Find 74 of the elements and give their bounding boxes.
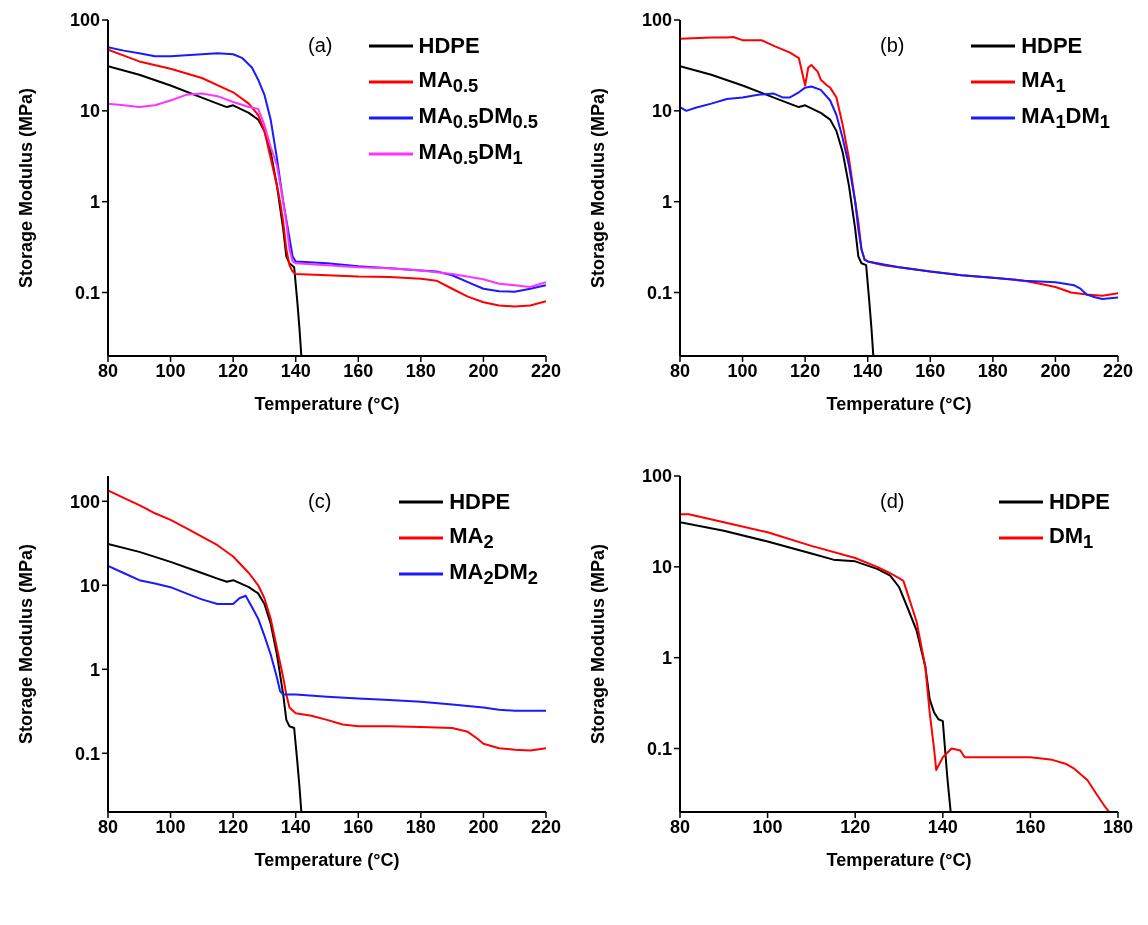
x-tick-label: 80: [669, 816, 691, 837]
x-tick-label: 120: [790, 360, 821, 381]
line-series: [680, 513, 1111, 812]
y-tick-label: 100: [641, 10, 672, 31]
x-tick-label: 100: [752, 816, 783, 837]
y-tick-label: 1: [661, 192, 672, 213]
x-axis-title: Temperature (°C): [254, 850, 400, 870]
x-tick-label: 160: [343, 816, 374, 837]
y-tick-label: 10: [651, 101, 672, 122]
y-axis-title: Storage Modulus (MPa): [16, 87, 37, 289]
x-tick-label: 120: [218, 360, 249, 381]
x-tick-label: 200: [1040, 360, 1071, 381]
y-tick-label: 1: [89, 659, 100, 680]
x-tick-label: 180: [405, 816, 436, 837]
legend-label: HDPE: [1048, 489, 1110, 515]
x-tick-label: 220: [1102, 360, 1134, 381]
x-tick-label: 180: [405, 360, 436, 381]
x-axis-title: Temperature (°C): [826, 850, 972, 870]
x-tick-label: 80: [669, 360, 691, 381]
x-tick-label: 160: [343, 360, 374, 381]
legend-label: MA$_{0.5}$: [418, 66, 479, 98]
legend-label: MA$_{1}$DM$_{1}$: [1021, 102, 1110, 134]
text: (c): [308, 490, 332, 513]
y-tick-label: 0.1: [74, 743, 100, 764]
text: (d): [880, 490, 905, 513]
x-tick-label: 140: [927, 816, 958, 837]
x-tick-label: 140: [852, 360, 883, 381]
x-tick-label: 200: [468, 360, 499, 381]
x-axis-title: Temperature (°C): [826, 394, 972, 414]
x-tick-label: 120: [840, 816, 871, 837]
x-tick-label: 100: [155, 360, 186, 381]
y-tick-label: 0.1: [646, 738, 672, 759]
x-tick-label: 220: [530, 816, 562, 837]
y-tick-label: 1: [89, 192, 100, 213]
line-series: [108, 564, 546, 712]
legend-label: MA$_{1}$: [1021, 66, 1066, 98]
x-tick-label: 180: [1102, 816, 1134, 837]
x-tick-label: 220: [530, 360, 562, 381]
x-tick-label: 160: [1015, 816, 1046, 837]
legend-label: MA$_{2}$DM$_{2}$: [449, 558, 538, 590]
x-tick-label: 100: [155, 816, 186, 837]
legend-label: MA$_{0.5}$DM$_{0.5}$: [418, 102, 538, 134]
y-tick-label: 10: [79, 101, 100, 122]
legend-label: HDPE: [449, 489, 511, 515]
y-tick-label: 100: [641, 466, 672, 487]
legend-label: MA$_{0.5}$DM$_{1}$: [418, 138, 523, 170]
y-tick-label: 1: [661, 648, 672, 669]
line-series: [108, 92, 546, 288]
x-tick-label: 80: [97, 816, 119, 837]
x-tick-label: 120: [218, 816, 249, 837]
legend-label: MA$_{2}$: [449, 522, 494, 554]
y-axis-title: Storage Modulus (MPa): [588, 543, 609, 745]
y-tick-label: 100: [69, 491, 100, 512]
x-tick-label: 160: [915, 360, 946, 381]
y-tick-label: 10: [651, 557, 672, 578]
y-axis-title: Storage Modulus (MPa): [588, 87, 609, 289]
legend-label: HDPE: [1021, 33, 1083, 59]
x-tick-label: 140: [280, 816, 311, 837]
x-tick-label: 80: [97, 360, 119, 381]
line-series: [108, 489, 546, 752]
y-tick-label: 0.1: [646, 282, 672, 303]
y-tick-label: 0.1: [74, 282, 100, 303]
x-tick-label: 200: [468, 816, 499, 837]
x-tick-label: 140: [280, 360, 311, 381]
legend-label: DM$_{1}$: [1048, 522, 1094, 554]
y-axis-title: Storage Modulus (MPa): [16, 543, 37, 745]
text: (b): [880, 34, 905, 57]
legend-label: HDPE: [418, 33, 480, 59]
x-tick-label: 100: [727, 360, 758, 381]
x-tick-label: 180: [977, 360, 1008, 381]
text: (a): [308, 34, 333, 57]
x-axis-title: Temperature (°C): [254, 394, 400, 414]
y-tick-label: 100: [69, 10, 100, 31]
y-tick-label: 10: [79, 575, 100, 596]
